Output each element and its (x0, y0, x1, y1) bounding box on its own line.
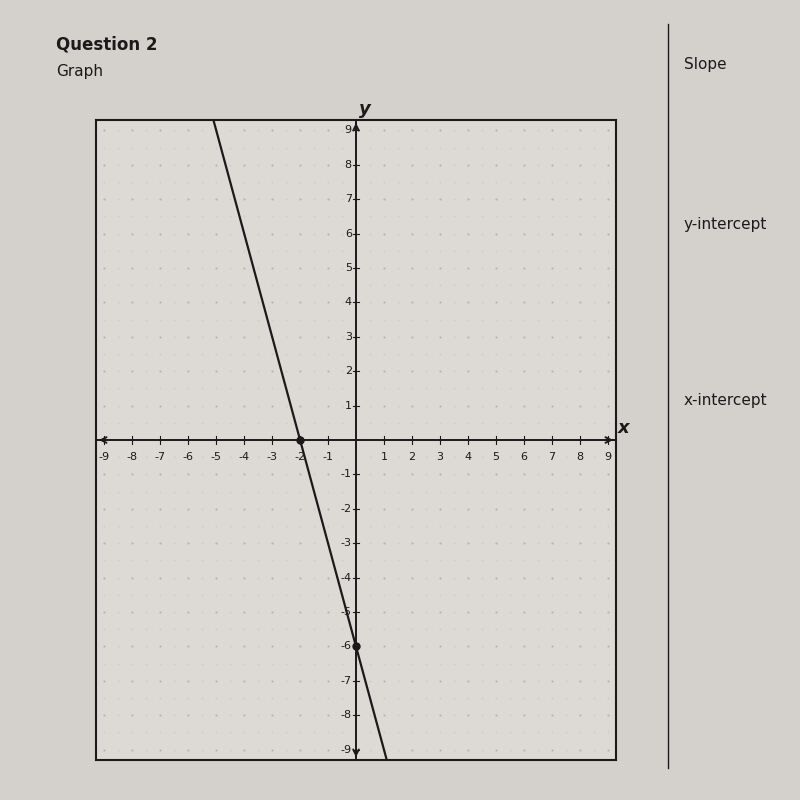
Text: 5: 5 (345, 263, 352, 273)
Text: 2: 2 (345, 366, 352, 376)
Text: 7: 7 (548, 452, 555, 462)
Text: x-intercept: x-intercept (684, 393, 768, 407)
Text: -7: -7 (341, 676, 352, 686)
Text: 9: 9 (345, 126, 352, 135)
Text: 4: 4 (345, 298, 352, 307)
Text: -3: -3 (266, 452, 278, 462)
Text: Graph: Graph (56, 64, 103, 79)
Text: -7: -7 (154, 452, 166, 462)
Text: -2: -2 (294, 452, 306, 462)
Text: 4: 4 (464, 452, 471, 462)
Text: 2: 2 (408, 452, 415, 462)
Text: x: x (618, 419, 629, 437)
Text: -9: -9 (99, 452, 110, 462)
Text: 1: 1 (381, 452, 387, 462)
Text: -5: -5 (341, 607, 352, 617)
Text: 3: 3 (345, 332, 352, 342)
Text: 3: 3 (436, 452, 443, 462)
Text: 1: 1 (345, 401, 352, 410)
Text: y: y (358, 100, 370, 118)
Text: -6: -6 (341, 642, 352, 651)
Text: 8: 8 (576, 452, 583, 462)
Text: -8: -8 (341, 710, 352, 720)
Text: -1: -1 (341, 470, 352, 479)
Text: 6: 6 (345, 229, 352, 238)
Text: -4: -4 (341, 573, 352, 582)
Text: 7: 7 (345, 194, 352, 204)
Text: 9: 9 (604, 452, 611, 462)
Text: -1: -1 (322, 452, 334, 462)
Text: 5: 5 (492, 452, 499, 462)
Text: 6: 6 (520, 452, 527, 462)
Text: -8: -8 (126, 452, 138, 462)
Text: -3: -3 (341, 538, 352, 548)
Text: -5: -5 (210, 452, 222, 462)
Text: Slope: Slope (684, 57, 726, 71)
Text: 8: 8 (345, 160, 352, 170)
Text: -9: -9 (341, 745, 352, 754)
Text: -2: -2 (341, 504, 352, 514)
Text: -6: -6 (182, 452, 194, 462)
Text: y-intercept: y-intercept (684, 217, 767, 231)
Text: Question 2: Question 2 (56, 36, 158, 54)
Text: -4: -4 (238, 452, 250, 462)
